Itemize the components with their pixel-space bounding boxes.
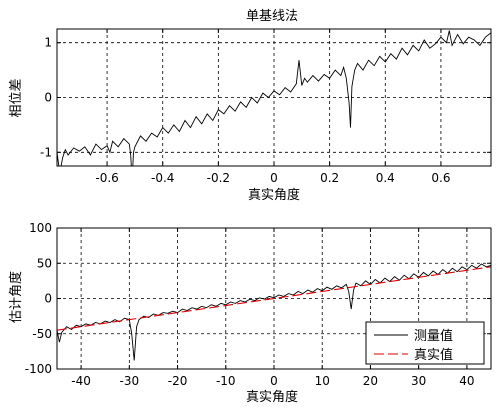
top-axes-frame: [56, 28, 492, 167]
x-tick-label: 10: [315, 374, 330, 388]
top-plot-area: [57, 30, 491, 166]
bottom-x-axis-label: 真实角度: [246, 389, 298, 405]
y-tick-label: 0: [44, 292, 52, 306]
bottom-plot-area: [57, 263, 491, 361]
bottom-y-axis-label: 估计角度: [8, 271, 24, 323]
legend-true-label: 真实值: [414, 347, 453, 363]
y-tick-label: -50: [32, 327, 52, 341]
legend-box: [365, 321, 485, 365]
top-y-ticks: 1 0 -1: [40, 36, 491, 159]
x-tick-label: -40: [71, 374, 91, 388]
legend-measured-label: 测量值: [414, 328, 453, 344]
y-tick-label: -1: [40, 145, 52, 159]
x-tick-label: 0.6: [431, 171, 450, 185]
y-tick-label: 1: [44, 36, 52, 50]
top-y-axis-label: 相位差: [9, 78, 24, 117]
bottom-x-ticks: -40 -30 -20 -10 0 10 20 30 40: [71, 228, 475, 388]
y-tick-label: 100: [29, 221, 52, 235]
x-tick-label: 0.2: [320, 171, 339, 185]
bottom-axes-frame: [56, 227, 492, 370]
y-tick-label: 0: [44, 91, 52, 105]
y-tick-label: -100: [25, 362, 52, 376]
x-tick-label: -30: [120, 374, 140, 388]
top-x-axis-label: 真实角度: [248, 187, 300, 203]
x-tick-label: 0: [270, 374, 278, 388]
measured-value-series-line: [57, 30, 491, 166]
x-tick-label: -0.2: [207, 171, 230, 185]
x-tick-label: 0: [270, 171, 278, 185]
top-x-ticks: -0.6 -0.4 -0.2 0 0.2 0.4 0.6: [95, 29, 450, 185]
x-tick-label: -10: [216, 374, 236, 388]
top-chart-title: 单基线法: [246, 9, 298, 24]
true-value-series-line: [57, 266, 491, 331]
x-tick-label: -20: [168, 374, 188, 388]
legend: 测量值 真实值: [365, 321, 485, 365]
x-tick-label: -0.6: [95, 171, 118, 185]
y-tick-label: 50: [37, 256, 52, 270]
x-tick-label: 40: [459, 374, 474, 388]
x-tick-label: 30: [411, 374, 426, 388]
x-tick-label: -0.4: [151, 171, 174, 185]
x-tick-label: 0.4: [376, 171, 395, 185]
top-grid: [57, 29, 491, 166]
phase-difference-chart: 单基线法 1 0 -1 -0.6 -0.4 -0.2 0 0.2 0.4 0.6 真实角度 相位…: [9, 9, 492, 203]
x-tick-label: 20: [363, 374, 378, 388]
